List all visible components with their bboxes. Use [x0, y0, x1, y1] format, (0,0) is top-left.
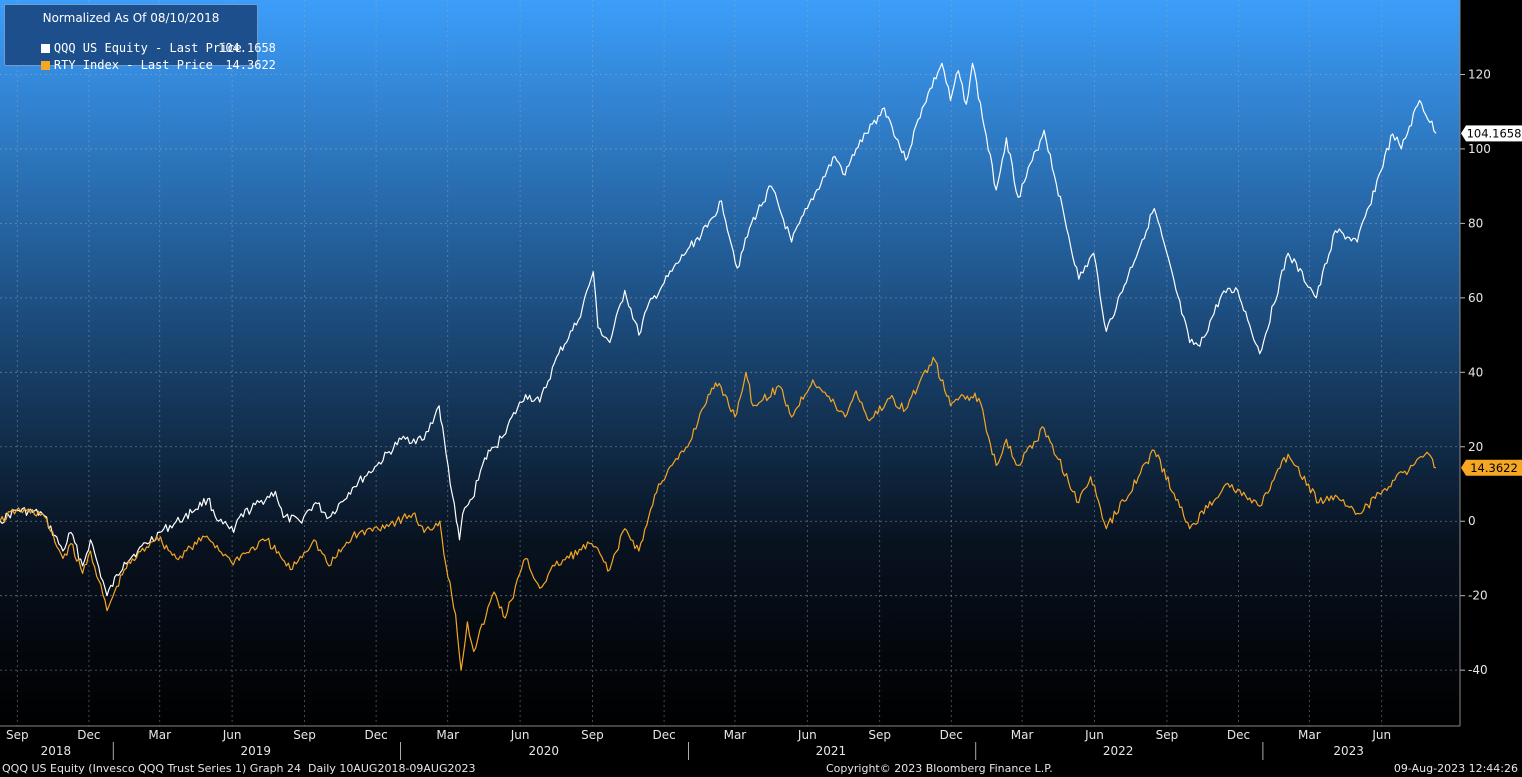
- legend-title: Normalized As Of 08/10/2018: [42, 11, 220, 25]
- x-tick-label: Jun: [222, 728, 242, 742]
- y-tick-label: 60: [1468, 291, 1483, 305]
- x-tick-label: Jun: [510, 728, 530, 742]
- x-tick-label: Jun: [1084, 728, 1104, 742]
- series-line-rty: [0, 356, 1437, 671]
- x-tick-label: Mar: [724, 728, 747, 742]
- x-year-label: 2018: [41, 744, 72, 758]
- y-tick-label: -40: [1468, 663, 1488, 677]
- footer-timestamp: 09-Aug-2023 12:44:26: [1393, 762, 1518, 775]
- last-value-box-rty: [1466, 459, 1522, 476]
- x-tick-label: Sep: [293, 728, 316, 742]
- legend-label-rty: RTY Index - Last Price: [53, 58, 213, 72]
- x-tick-label: Jun: [1371, 728, 1391, 742]
- last-value-label-qqq: 104.1658: [1467, 126, 1522, 140]
- footer-copyright: Copyright© 2023 Bloomberg Finance L.P.: [826, 762, 1053, 775]
- y-tick-label: 0: [1468, 514, 1476, 528]
- x-tick-label: Dec: [652, 728, 675, 742]
- footer-description: QQQ US Equity (Invesco QQQ Trust Series …: [2, 762, 476, 775]
- legend-value-rty: 14.3622: [225, 58, 276, 72]
- x-tick-label: Mar: [1011, 728, 1034, 742]
- series-line-qqq: [0, 62, 1437, 597]
- plot-background: [0, 0, 1460, 726]
- x-year-label: 2023: [1333, 744, 1364, 758]
- x-tick-label: Dec: [364, 728, 387, 742]
- x-axis-panel: [0, 726, 1522, 760]
- x-year-label: 2022: [1103, 744, 1134, 758]
- legend: Normalized As Of 08/10/2018 QQQ US Equit…: [4, 4, 276, 72]
- last-value-pointer-qqq: [1461, 125, 1466, 142]
- y-tick-label: 100: [1468, 142, 1491, 156]
- x-year-label: 2021: [816, 744, 847, 758]
- last-value-pointer-rty: [1461, 459, 1466, 476]
- x-tick-label: Dec: [77, 728, 100, 742]
- x-tick-label: Mar: [436, 728, 459, 742]
- legend-swatch-qqq: [40, 44, 50, 53]
- x-tick-label: Jun: [797, 728, 817, 742]
- x-year-label: 2020: [528, 744, 559, 758]
- x-tick-label: Sep: [581, 728, 604, 742]
- y-tick-label: 20: [1468, 440, 1483, 454]
- y-axis-panel: [1460, 0, 1522, 726]
- legend-item-qqq: QQQ US Equity - Last Price104.1658: [12, 27, 276, 55]
- legend-value-qqq: 104.1658: [218, 41, 276, 55]
- legend-item-rty: RTY Index - Last Price 14.3622: [12, 44, 276, 72]
- x-year-label: 2019: [240, 744, 271, 758]
- legend-swatch-rty: [40, 61, 50, 70]
- y-tick-label: 120: [1468, 67, 1491, 81]
- y-tick-label: 80: [1468, 216, 1483, 230]
- last-value-label-rty: 14.3622: [1470, 461, 1518, 475]
- x-tick-label: Dec: [940, 728, 963, 742]
- y-tick-label: -20: [1468, 589, 1488, 603]
- x-tick-label: Sep: [6, 728, 29, 742]
- x-tick-label: Mar: [148, 728, 171, 742]
- y-tick-label: 40: [1468, 365, 1483, 379]
- x-tick-label: Sep: [868, 728, 891, 742]
- last-value-box-qqq: [1466, 125, 1522, 142]
- x-tick-label: Mar: [1298, 728, 1321, 742]
- x-tick-label: Sep: [1156, 728, 1179, 742]
- x-tick-label: Dec: [1227, 728, 1250, 742]
